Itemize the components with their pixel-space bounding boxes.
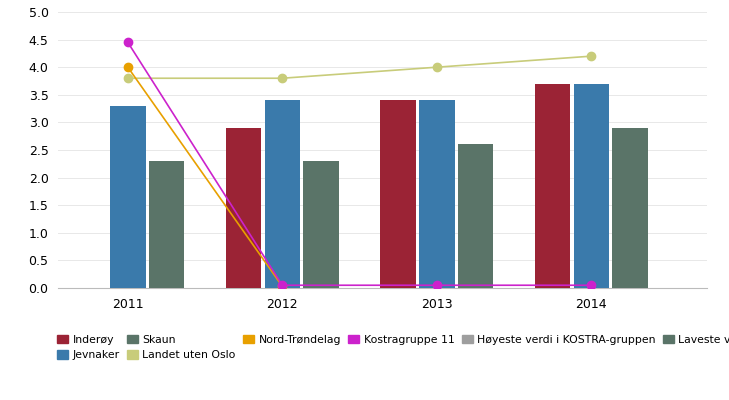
Bar: [265, 100, 300, 288]
Bar: [535, 84, 570, 288]
Bar: [574, 84, 609, 288]
Bar: [226, 128, 262, 288]
Bar: [419, 100, 455, 288]
Bar: [303, 161, 339, 288]
Bar: [612, 128, 647, 288]
Bar: [110, 106, 146, 288]
Bar: [381, 100, 416, 288]
Bar: [149, 161, 184, 288]
Legend: Inderøy, Jevnaker, Skaun, Landet uten Oslo, Nord-Trøndelag, Kostragruppe 11, Høy: Inderøy, Jevnaker, Skaun, Landet uten Os…: [58, 335, 729, 360]
Bar: [458, 144, 494, 288]
